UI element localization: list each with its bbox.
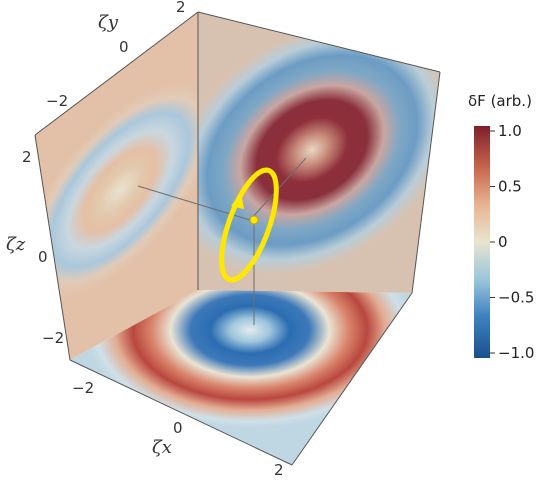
z-tick-label: −2 (42, 329, 64, 347)
trajectory (219, 167, 279, 283)
y-ticks: −2 0 2 (46, 0, 186, 110)
box-frame (34, 11, 441, 466)
y-axis-label: ζy (98, 12, 119, 33)
trajectory-origin-dot (249, 215, 259, 225)
x-tick-label: 2 (274, 461, 284, 479)
trajectory-loop (219, 167, 279, 283)
heatmap-xz (198, 12, 440, 293)
x-ticks: −2 0 2 (72, 379, 284, 479)
y-tick-label: 2 (176, 0, 186, 16)
colorbar-tick-label: −0.5 (498, 289, 534, 307)
colorbar-tick-label: 0 (498, 233, 508, 251)
colorbar-tick-label: 0.5 (498, 178, 522, 196)
z-tick-label: 2 (22, 148, 32, 166)
colorbar-tick-label: −1.0 (498, 344, 534, 362)
colorbar-tick-label: 1.0 (498, 122, 522, 140)
colorbar: δF (arb.) 1.0 0.5 0 −0.5 −1.0 (468, 92, 534, 362)
panel-xz (198, 12, 440, 293)
x-tick-label: 0 (173, 419, 183, 437)
x-axis-label: ζx (152, 437, 172, 458)
z-axis-label: ζz (6, 234, 26, 255)
x-tick-label: −2 (72, 379, 94, 397)
z-tick-label: 0 (38, 248, 48, 266)
colorbar-gradient (474, 126, 490, 358)
colorbar-title: δF (arb.) (468, 92, 532, 110)
trajectory-arrow (231, 192, 244, 209)
colorbar-ticks: 1.0 0.5 0 −0.5 −1.0 (490, 122, 534, 362)
z-ticks: 2 0 −2 (22, 148, 64, 347)
y-tick-label: −2 (46, 92, 68, 110)
y-tick-label: 0 (119, 38, 129, 56)
